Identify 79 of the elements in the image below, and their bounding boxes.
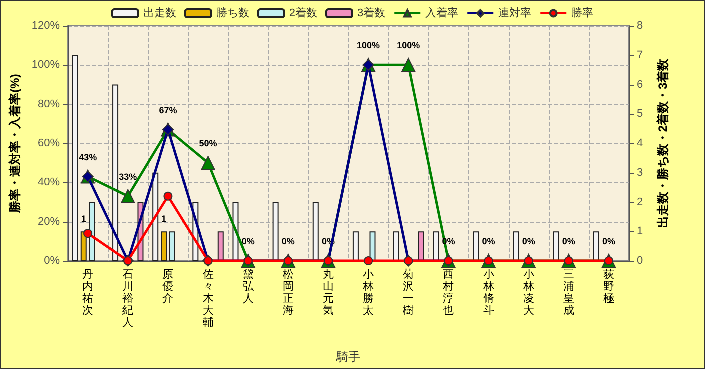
- x-tick-label: 三浦皇成: [563, 269, 574, 317]
- data-label: 0%: [242, 236, 255, 246]
- data-label: 0%: [282, 236, 295, 246]
- data-label: 1: [81, 214, 86, 224]
- legend-label: 出走数: [143, 6, 176, 20]
- x-tick-label: 西村淳也: [442, 269, 454, 317]
- point: [201, 156, 216, 170]
- y2-tick-label: 8: [637, 20, 644, 32]
- x-tick-label: 小林勝太: [362, 268, 374, 317]
- x-tick-label: 丹内祐次: [82, 269, 94, 317]
- bar: [80, 232, 87, 261]
- bar: [161, 232, 168, 261]
- bar: [112, 84, 119, 261]
- x-tick-label: 原優介: [162, 269, 174, 305]
- legend-label: 3着数: [358, 6, 386, 20]
- bar: [169, 232, 176, 261]
- data-label: 0%: [562, 236, 576, 246]
- bar: [513, 232, 520, 261]
- data-label: 0%: [522, 236, 536, 246]
- data-label: 43%: [79, 152, 98, 162]
- y-tick-label: 40%: [38, 176, 60, 189]
- data-label: 33%: [119, 172, 138, 182]
- data-label: 50%: [199, 138, 218, 149]
- y2-tick-label: 7: [637, 49, 644, 62]
- legend-label: 勝率: [572, 6, 594, 20]
- bar: [393, 232, 400, 261]
- x-axis-title: 騎手: [336, 350, 361, 364]
- y2-axis-title: 出走数・勝ち数・2着数・3着数: [656, 58, 670, 228]
- bar: [89, 202, 96, 261]
- y2-tick-label: 4: [637, 138, 644, 150]
- data-label: 100%: [357, 40, 380, 51]
- y2-tick-label: 0: [637, 255, 644, 267]
- point: [121, 189, 136, 204]
- y-tick-label: 80%: [38, 98, 60, 110]
- x-tick-label: 佐々木大輔: [202, 269, 214, 329]
- y2-tick-label: 3: [637, 166, 644, 179]
- x-tick-label: 石川裕紀人: [122, 269, 134, 329]
- bar: [272, 202, 279, 261]
- x-tick-label: 小林凌大: [522, 268, 534, 317]
- bar: [433, 232, 440, 261]
- bar: [553, 232, 560, 261]
- y2-tick-label: 6: [637, 78, 644, 91]
- point: [402, 58, 416, 72]
- data-label: 67%: [159, 105, 178, 116]
- bar: [370, 232, 376, 261]
- data-label: 100%: [397, 40, 420, 51]
- bar: [418, 232, 424, 261]
- legend-label: 連対率: [498, 6, 532, 20]
- bar: [473, 232, 480, 261]
- legend-label: 入着率: [426, 6, 459, 20]
- point: [84, 229, 93, 238]
- bar: [72, 55, 78, 261]
- x-tick-label: 菊沢一樹: [403, 268, 414, 317]
- y-tick-label: 100%: [32, 59, 60, 72]
- y-tick-label: 60%: [38, 138, 60, 150]
- y-tick-label: 20%: [38, 216, 60, 228]
- point: [364, 256, 374, 266]
- bar: [593, 232, 600, 261]
- legend-label: 勝ち数: [216, 8, 250, 20]
- point: [164, 192, 173, 201]
- y-tick-label: 0%: [44, 255, 60, 267]
- x-tick-label: 荻野極: [603, 268, 614, 305]
- bar: [152, 172, 159, 261]
- bar: [352, 232, 359, 261]
- x-tick-label: 丸山元気: [322, 268, 334, 317]
- x-tick-label: 松岡正海: [282, 269, 294, 317]
- y2-tick-label: 2: [637, 196, 644, 208]
- data-label: 0%: [482, 236, 496, 246]
- x-tick-label: 小林脩斗: [482, 268, 494, 317]
- data-label: 0%: [602, 236, 616, 246]
- y-axis-title: 勝率・連対率・入着率(%): [8, 74, 22, 214]
- y-tick-label: 120%: [32, 20, 60, 32]
- y2-tick-label: 1: [637, 226, 644, 238]
- bar: [312, 202, 319, 261]
- legend-label: 2着数: [289, 6, 318, 20]
- data-label: 1: [162, 214, 167, 224]
- x-tick-label: 黛弘人: [242, 269, 255, 305]
- y2-tick-label: 5: [637, 108, 644, 120]
- bar: [218, 232, 224, 261]
